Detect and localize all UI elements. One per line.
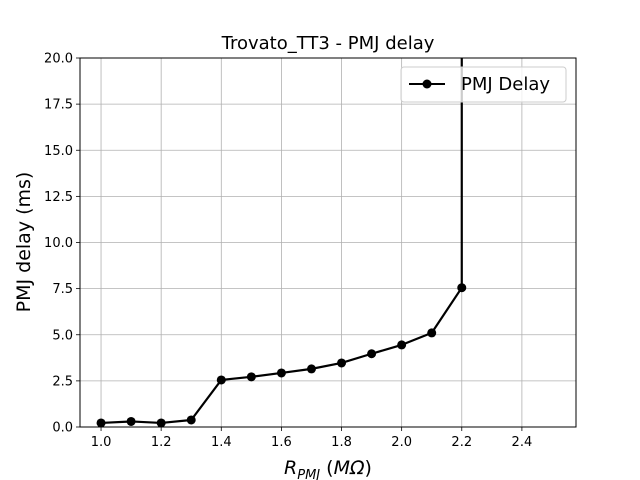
data-point [246, 372, 256, 382]
data-point [337, 358, 347, 368]
y-tick-label: 2.5 [52, 374, 73, 389]
x-axis-label: RPMJ (MΩ) [284, 457, 372, 480]
x-axis-ticks: 1.0 1.2 1.4 1.6 1.8 2.0 2.2 2.4 [91, 427, 533, 450]
legend: PMJ Delay [400, 66, 567, 103]
y-tick-label: 10.0 [44, 236, 73, 251]
series-group [96, 58, 467, 428]
y-tick-label: 0.0 [52, 421, 73, 436]
data-point [276, 368, 286, 378]
x-tick-label: 2.4 [512, 435, 533, 450]
x-axis-label-base: R [284, 457, 297, 479]
data-point [457, 283, 467, 293]
y-tick-label: 7.5 [52, 282, 73, 297]
data-point [126, 416, 136, 426]
x-tick-label: 1.4 [211, 435, 232, 450]
legend-marker [422, 79, 432, 89]
data-point [427, 328, 437, 338]
x-tick-label: 1.2 [151, 435, 172, 450]
y-axis-label: PMJ delay (ms) [13, 172, 35, 313]
x-tick-label: 2.0 [391, 435, 412, 450]
data-point [306, 364, 316, 374]
y-tick-label: 5.0 [52, 328, 73, 343]
y-tick-label: 12.5 [44, 190, 73, 205]
data-point [96, 418, 106, 428]
data-point [186, 415, 196, 425]
y-tick-label: 20.0 [44, 52, 73, 67]
x-axis-label-unit-close: ) [365, 457, 372, 479]
grid [80, 57, 576, 428]
x-tick-label: 1.8 [331, 435, 352, 450]
data-point [367, 349, 377, 359]
data-point [216, 375, 226, 385]
x-axis-label-unit-open: ( [320, 457, 333, 479]
x-axis-label-sub: PMJ [297, 468, 320, 480]
data-point [397, 340, 407, 350]
data-point [156, 418, 166, 428]
y-tick-label: 15.0 [44, 144, 73, 159]
x-tick-label: 1.6 [271, 435, 292, 450]
legend-label: PMJ Delay [461, 74, 550, 95]
chart-title: Trovato_TT3 - PMJ delay [221, 33, 435, 54]
x-tick-label: 2.2 [451, 435, 472, 450]
y-tick-label: 17.5 [44, 98, 73, 113]
x-axis-label-unit-var: MΩ [334, 457, 365, 479]
y-axis-ticks: 0.0 2.5 5.0 7.5 10.0 12.5 15.0 17.5 20.0 [44, 52, 80, 436]
legend-box [400, 66, 567, 103]
x-tick-label: 1.0 [91, 435, 112, 450]
